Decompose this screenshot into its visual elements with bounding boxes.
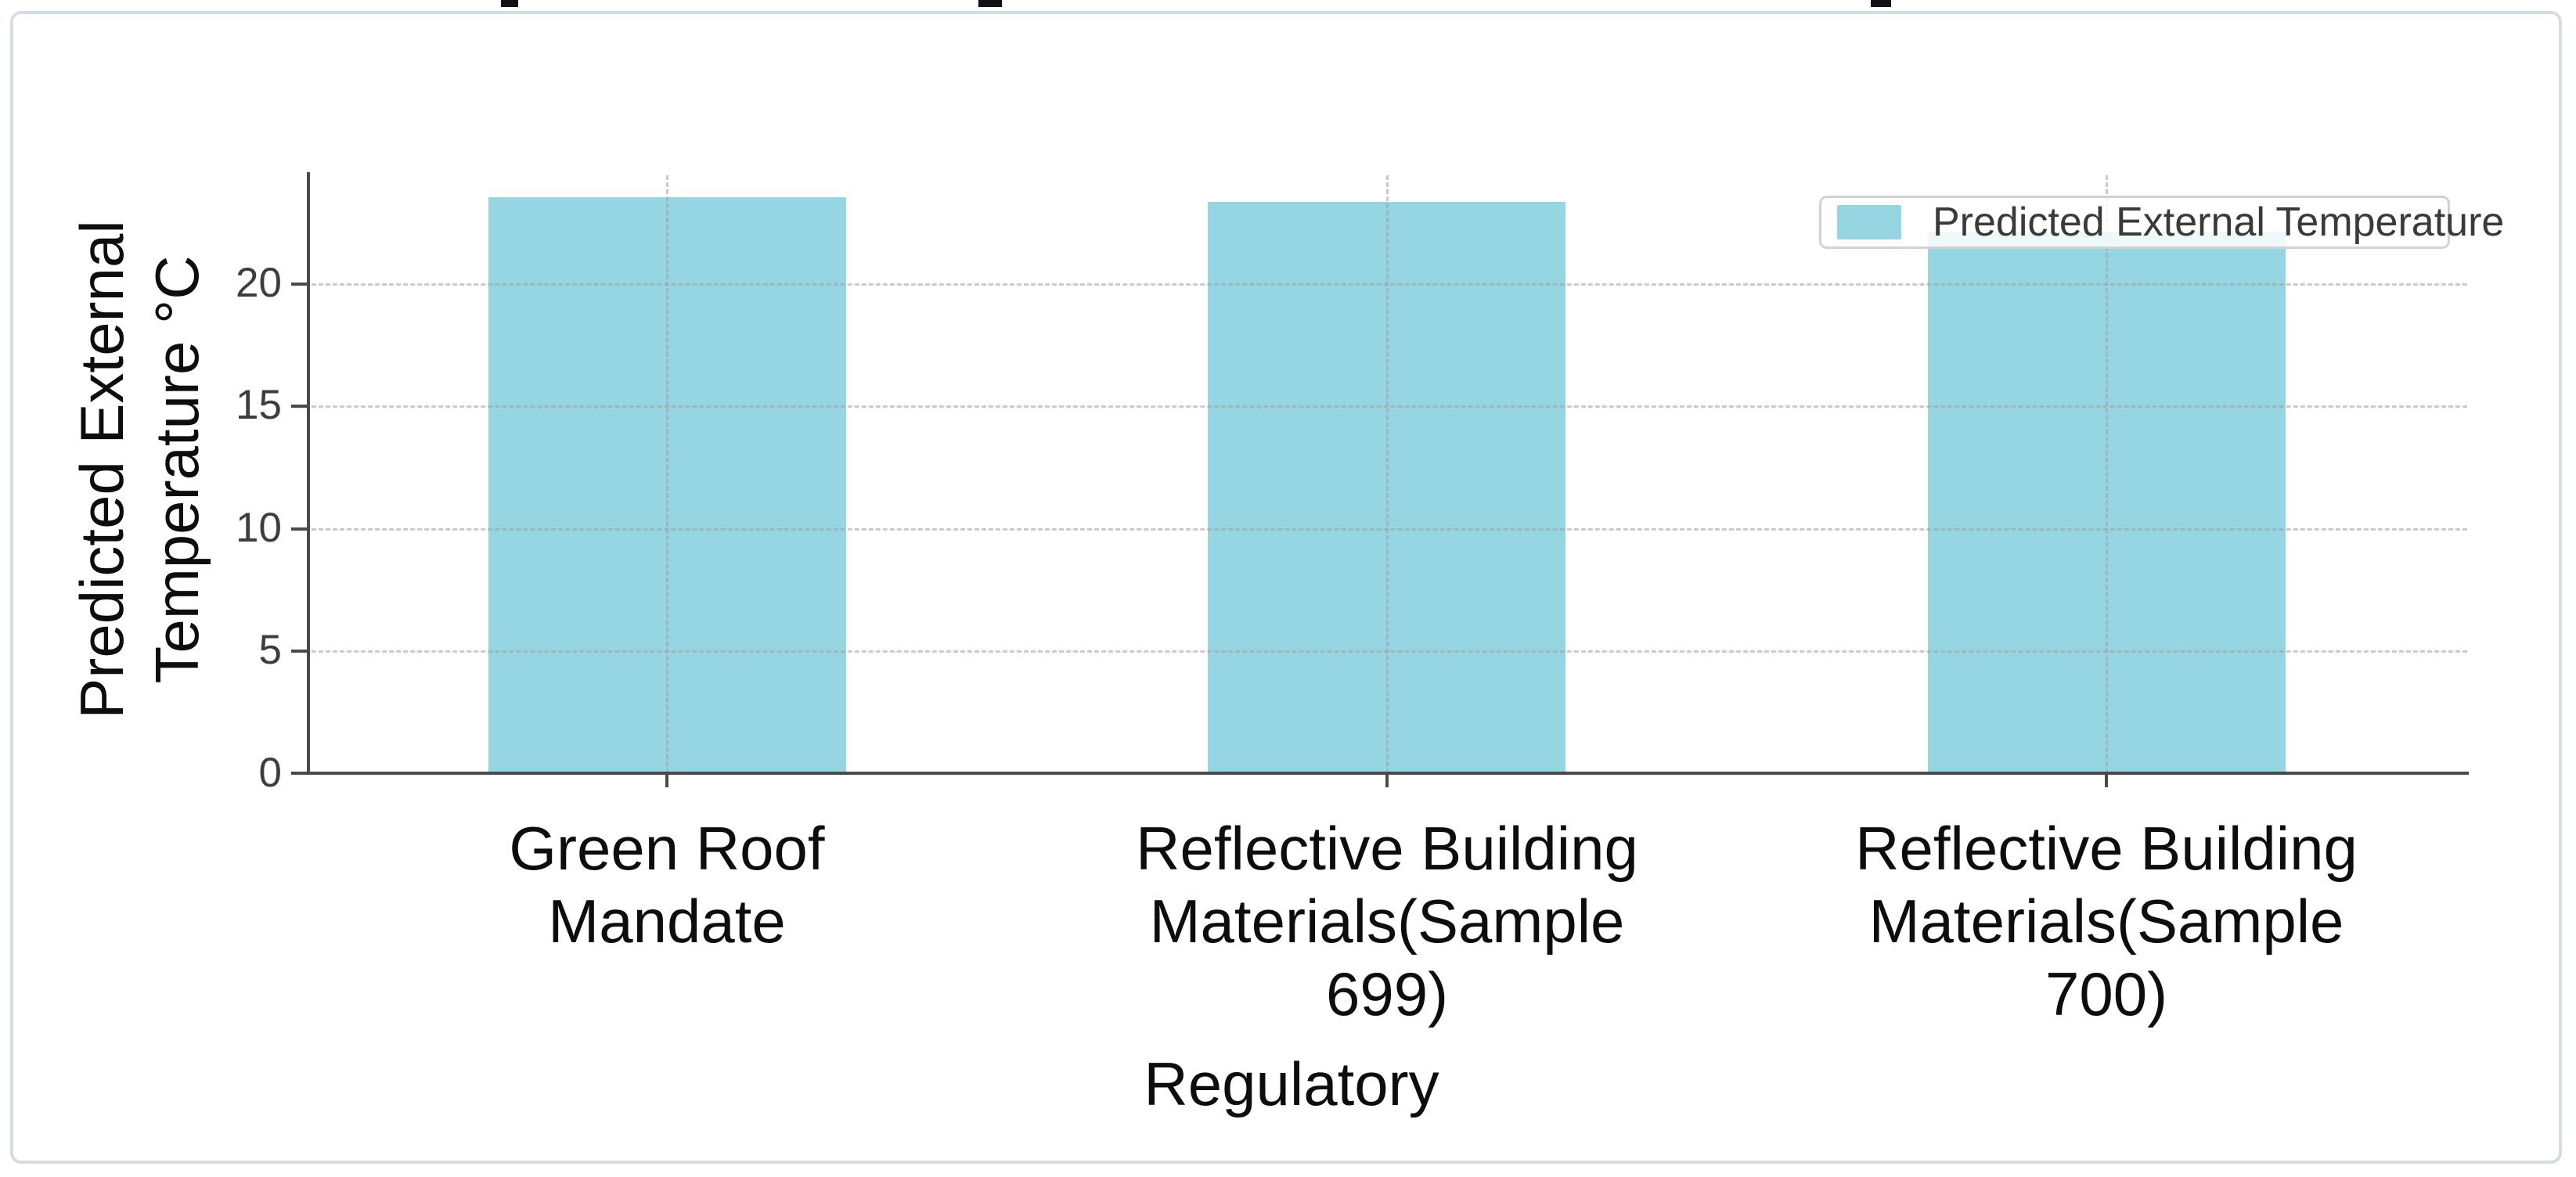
x-tick-line: Green Roof	[509, 814, 825, 883]
cropped-text-fragment	[978, 0, 1002, 7]
y-tick-label-10: 10	[236, 505, 282, 551]
cropped-text-fragment	[501, 0, 518, 7]
cropped-text-fragment	[1871, 0, 1891, 7]
gridline-y10	[312, 528, 2467, 531]
x-tick-label-reflective-699: Reflective Building Materials(Sample 699…	[1082, 812, 1692, 1031]
x-tick-1	[665, 775, 668, 787]
x-tick-label-reflective-700: Reflective Building Materials(Sample 700…	[1801, 812, 2412, 1031]
x-tick-line: Materials(Sample	[1868, 887, 2344, 956]
y-tick-label-0: 0	[258, 750, 282, 796]
y-axis-title: Predicted External Temperature °C	[64, 94, 214, 845]
gridline-y5	[312, 650, 2467, 653]
gridline-y15	[312, 405, 2467, 408]
y-tick-label-5: 5	[258, 627, 282, 673]
y-tick-5	[291, 650, 308, 653]
gridline-y20	[312, 283, 2467, 286]
x-tick-line: 699)	[1325, 959, 1449, 1028]
x-tick-line: Mandate	[548, 887, 786, 956]
x-tick-line: Reflective Building	[1136, 814, 1638, 883]
x-axis-spine	[307, 772, 2469, 775]
x-tick-line: Materials(Sample	[1149, 887, 1625, 956]
gridline-x1	[666, 175, 668, 773]
y-tick-15	[291, 405, 308, 408]
gridline-x2	[1386, 175, 1389, 773]
legend-swatch-icon	[1837, 205, 1901, 239]
x-tick-3	[2105, 775, 2108, 787]
legend-label: Predicted External Temperature	[1933, 200, 2505, 245]
x-tick-line: Reflective Building	[1855, 814, 2358, 883]
gridline-x3	[2106, 175, 2108, 773]
x-tick-label-green-roof: Green Roof Mandate	[362, 812, 972, 958]
y-tick-label-20: 20	[236, 260, 282, 306]
y-tick-10	[291, 527, 308, 531]
y-tick-label-15: 15	[236, 382, 282, 428]
x-axis-title: Regulatory	[1144, 1049, 1439, 1118]
y-tick-0	[291, 772, 308, 775]
y-axis-title-line: Predicted External	[67, 220, 136, 719]
x-tick-line: 700)	[2045, 959, 2168, 1028]
y-axis-spine	[307, 172, 310, 775]
y-axis-title-line: Temperature °C	[142, 255, 211, 684]
legend: Predicted External Temperature	[1819, 196, 2504, 249]
x-tick-2	[1385, 775, 1389, 787]
y-tick-20	[291, 283, 308, 286]
